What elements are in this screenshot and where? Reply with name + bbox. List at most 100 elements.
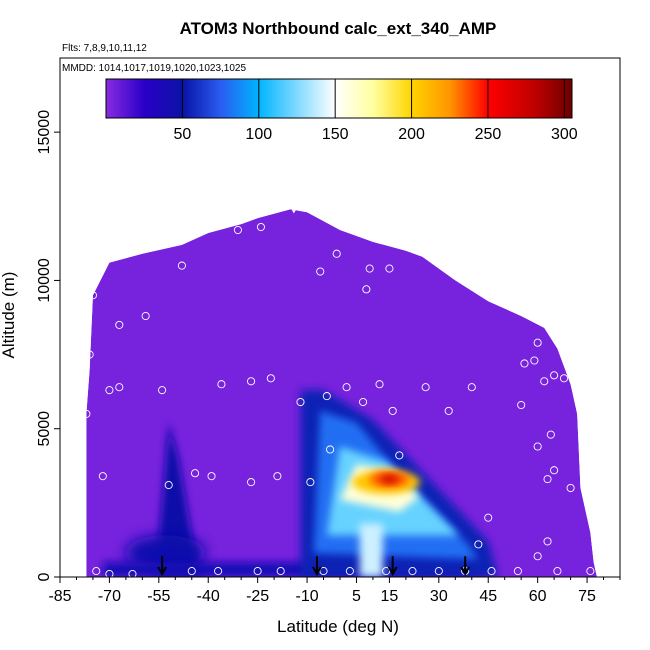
sample-point xyxy=(319,567,328,576)
sample-point xyxy=(550,371,559,380)
y-tick-label: 0 xyxy=(36,572,53,581)
sample-point xyxy=(247,478,256,487)
profile-arrow-head xyxy=(460,566,471,577)
sample-point xyxy=(546,320,555,329)
sample-point xyxy=(566,483,575,493)
sample-point xyxy=(559,374,569,383)
x-axis-label: Latitude (deg N) xyxy=(277,617,399,636)
sample-point xyxy=(375,380,384,389)
x-tick-label: 45 xyxy=(479,588,497,605)
sample-point xyxy=(88,291,97,300)
sample-point xyxy=(540,377,549,386)
surface-column xyxy=(359,523,383,577)
sample-point xyxy=(530,356,539,365)
sample-point xyxy=(345,567,354,576)
profile-markers xyxy=(157,200,471,577)
sample-point xyxy=(105,386,114,395)
sample-point xyxy=(214,567,223,576)
sample-point xyxy=(454,264,463,273)
x-tick-label: 75 xyxy=(578,588,596,605)
sample-point xyxy=(553,567,562,576)
sample-point xyxy=(273,472,282,481)
y-axis: 0 5000 10000 15000 xyxy=(36,110,60,581)
colorbar-gradient xyxy=(105,78,573,119)
sample-point xyxy=(434,567,443,576)
x-axis: -85 -70 -55 -40 -25 -10 5 15 30 45 60 75 xyxy=(48,577,621,605)
sample-point xyxy=(342,383,351,392)
sample-point xyxy=(158,386,167,395)
colorbar: 50 100 150 200 250 300 xyxy=(105,78,578,143)
sample-point xyxy=(533,338,542,347)
sample-point xyxy=(266,374,275,383)
colorbar-tick-label: 50 xyxy=(173,126,191,143)
peak-inner xyxy=(380,475,399,484)
sample-point xyxy=(85,350,94,359)
x-tick-label: -25 xyxy=(246,588,269,605)
sample-point xyxy=(253,567,262,576)
sample-point xyxy=(82,409,91,418)
flights-label: Flts: 7,8,9,10,11,12 xyxy=(62,43,147,54)
sample-point xyxy=(484,513,493,522)
sample-point xyxy=(444,406,453,415)
sample-point xyxy=(326,445,335,454)
x-tick-label: -55 xyxy=(147,588,170,605)
top-marker-head xyxy=(290,207,298,214)
sample-point xyxy=(520,359,529,368)
sample-point xyxy=(247,377,256,386)
sample-point xyxy=(177,261,186,270)
sample-point xyxy=(332,249,341,258)
x-tick-label: -85 xyxy=(48,588,71,605)
sample-point xyxy=(408,567,417,576)
colorbar-tick-label: 150 xyxy=(322,126,349,143)
y-tick-label: 5000 xyxy=(36,411,53,447)
colorbar-tick-label: 300 xyxy=(551,126,578,143)
sample-point xyxy=(421,383,430,392)
sample-point xyxy=(217,380,226,389)
sample-point xyxy=(207,472,216,481)
x-tick-label: 15 xyxy=(381,588,399,605)
sample-point xyxy=(395,451,404,460)
sample-point xyxy=(296,397,305,407)
sample-point xyxy=(382,567,391,576)
sample-point xyxy=(474,540,483,549)
sample-point xyxy=(586,567,595,576)
sample-point xyxy=(533,552,542,561)
sample-point xyxy=(191,469,200,478)
y-axis-label: Altitude (m) xyxy=(0,272,18,359)
sample-point xyxy=(95,261,104,270)
colorbar-tick-label: 200 xyxy=(398,126,425,143)
y-tick-label: 10000 xyxy=(36,258,53,303)
sample-point xyxy=(256,222,265,232)
profile-arrow-head xyxy=(312,566,322,577)
x-tick-label: -70 xyxy=(98,588,121,605)
plot-area xyxy=(82,200,597,577)
sample-point xyxy=(543,537,552,546)
sample-point xyxy=(115,320,124,329)
sample-point xyxy=(517,400,526,410)
profile-arrow-head xyxy=(157,566,167,577)
sample-point xyxy=(385,264,394,273)
sample-point xyxy=(543,475,552,484)
sample-point xyxy=(105,569,114,577)
field-background xyxy=(86,209,597,577)
x-tick-label: 30 xyxy=(430,588,448,605)
sample-point xyxy=(362,285,371,294)
sample-point xyxy=(365,264,374,273)
sample-point xyxy=(513,567,522,576)
sample-point xyxy=(141,311,150,321)
y-tick-label: 15000 xyxy=(36,110,53,155)
sample-point xyxy=(487,567,496,576)
chart-title: ATOM3 Northbound calc_ext_340_AMP xyxy=(180,19,497,38)
sample-point xyxy=(322,392,331,401)
sample-point xyxy=(533,442,542,451)
sample-point xyxy=(276,567,285,576)
x-tick-label: 5 xyxy=(352,588,361,605)
sample-point xyxy=(306,478,315,487)
sample-point xyxy=(550,466,559,475)
colorbar-tick-label: 250 xyxy=(475,126,502,143)
sample-point xyxy=(388,406,397,415)
sample-point xyxy=(187,567,196,576)
sample-point xyxy=(359,397,368,407)
sample-point xyxy=(233,225,242,235)
